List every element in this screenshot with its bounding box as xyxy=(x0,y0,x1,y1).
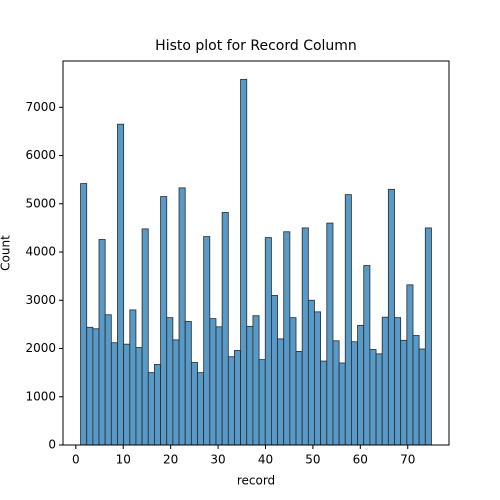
x-tick-label: 10 xyxy=(116,453,131,467)
bar xyxy=(314,311,322,446)
y-tick-label: 5000 xyxy=(25,196,56,210)
bar xyxy=(110,342,118,446)
y-tick-label: 2000 xyxy=(25,341,56,355)
bar xyxy=(363,265,371,446)
bar xyxy=(295,351,303,446)
bar xyxy=(160,196,168,446)
bar xyxy=(320,360,328,446)
bar xyxy=(246,325,254,446)
bar xyxy=(332,340,340,446)
x-tick-label: 20 xyxy=(163,453,178,467)
y-axis-label: Count xyxy=(0,235,13,271)
bar xyxy=(92,328,100,446)
bar xyxy=(98,239,106,446)
bar xyxy=(154,364,161,446)
x-tick-label: 30 xyxy=(210,453,225,467)
bar xyxy=(264,237,272,446)
bar xyxy=(375,353,383,446)
x-tick-label: 0 xyxy=(72,453,80,467)
bar xyxy=(203,236,211,446)
bar xyxy=(80,183,88,446)
bar xyxy=(387,188,395,446)
bar xyxy=(351,341,358,446)
bar xyxy=(357,324,365,446)
bar xyxy=(394,317,402,446)
x-tick-label: 60 xyxy=(353,453,368,467)
bar xyxy=(184,321,192,446)
bar xyxy=(301,227,309,446)
bar xyxy=(406,284,414,446)
y-tick-label: 1000 xyxy=(25,389,56,403)
chart-title: Histo plot for Record Column xyxy=(155,38,357,54)
bar xyxy=(344,194,352,446)
bar xyxy=(215,326,223,446)
bar xyxy=(209,318,217,446)
x-tick-label: 40 xyxy=(258,453,273,467)
bar xyxy=(197,372,205,446)
bar xyxy=(283,231,291,446)
x-tick-label: 70 xyxy=(400,453,415,467)
bar xyxy=(252,315,260,446)
bar xyxy=(424,227,432,446)
bar xyxy=(117,123,125,446)
bar xyxy=(221,212,229,446)
bar xyxy=(86,326,94,446)
bar xyxy=(129,309,137,446)
bar xyxy=(412,335,420,446)
x-axis-label: record xyxy=(237,474,275,488)
bar xyxy=(326,222,334,446)
bar xyxy=(135,347,143,446)
bar xyxy=(234,350,241,446)
bar xyxy=(104,314,112,446)
bar xyxy=(271,295,278,446)
bar xyxy=(289,317,297,446)
y-tick-label: 4000 xyxy=(25,245,56,259)
y-tick-label: 3000 xyxy=(25,293,56,307)
bar xyxy=(418,348,426,446)
bar xyxy=(240,78,248,446)
bar xyxy=(178,187,186,446)
bar xyxy=(190,362,198,446)
plot-frame xyxy=(62,60,450,446)
bar xyxy=(369,349,377,446)
y-tick-label: 0 xyxy=(48,438,56,452)
bar xyxy=(166,317,174,446)
bar xyxy=(227,356,235,446)
bar xyxy=(307,299,315,446)
bar xyxy=(258,359,266,446)
bar xyxy=(381,316,389,446)
bar xyxy=(277,338,285,446)
bar xyxy=(123,343,131,446)
bar xyxy=(141,228,149,446)
bar xyxy=(147,372,155,446)
bar xyxy=(400,339,408,446)
y-tick-label: 7000 xyxy=(25,100,56,114)
y-tick-label: 6000 xyxy=(25,148,56,162)
bar xyxy=(338,362,346,446)
bar xyxy=(172,339,180,446)
x-tick-label: 50 xyxy=(305,453,320,467)
